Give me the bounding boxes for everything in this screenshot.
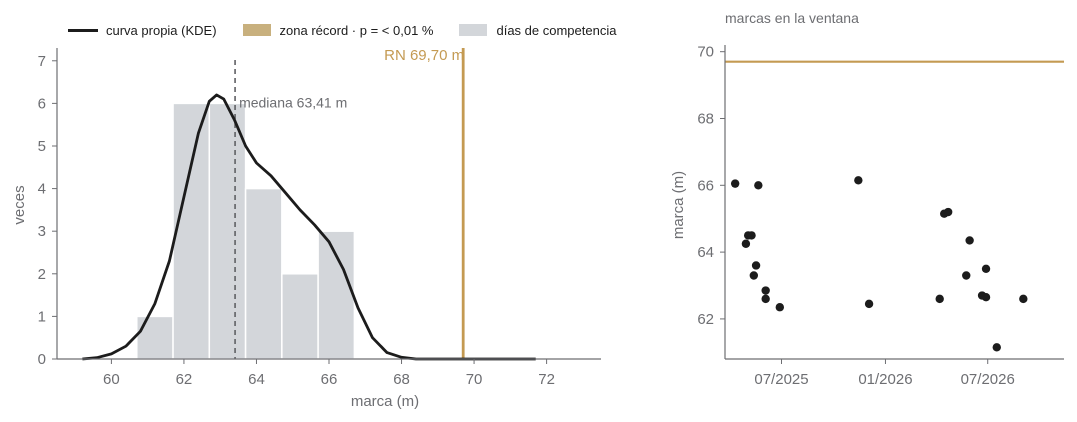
scatter-point-7 [761,286,770,295]
left-y-tick-label-5: 5 [38,138,46,155]
scatter-point-1 [741,239,751,248]
left-y-tick-label-3: 3 [38,223,46,240]
scatter-point-11 [864,299,874,309]
scatter-point-8 [761,294,770,304]
legend-swatch-record-zone [242,24,271,36]
scatter-title: marcas en la ventana [725,10,859,26]
right-y-tick-label-70: 70 [697,44,714,61]
right-y-tick-label-62: 62 [697,311,714,328]
scatter-point-18 [981,264,991,274]
left-x-tick-label-62: 62 [176,371,193,388]
scatter-point-12 [935,294,944,304]
right-x-tick-label-1: 01/2026 [858,371,912,388]
histogram-bar-0 [136,315,174,360]
left-x-tick-label-66: 66 [321,371,338,388]
left-y-tick-label-7: 7 [38,53,46,70]
legend-swatch-days [459,24,488,36]
legend-label-record-zone: zona récord · p = < 0,01 % [279,22,434,38]
right-x-tick-label-0: 07/2025 [754,371,808,388]
legend-swatch-kde [68,28,98,32]
left-y-tick-label-0: 0 [38,351,46,368]
record-annotation: RN 69,70 m [384,47,464,64]
scatter-point-14 [943,207,953,217]
histogram-bar-2 [208,102,247,360]
histogram-bar-4 [281,273,319,360]
scatter-point-16 [965,236,974,245]
kde-curve [82,93,536,361]
right-x-tick-label-2: 07/2026 [961,371,1015,388]
left-y-tick-label-1: 1 [38,308,46,325]
legend-item-days: días de competencia [459,23,616,38]
left-y-tick-label-4: 4 [38,181,46,198]
right-y-tick-label-66: 66 [697,177,714,194]
legend-label-days: días de competencia [496,22,617,38]
legend-label-kde: curva propia (KDE) [106,22,217,38]
right-y-axis-label: marca (m) [670,171,687,239]
histogram-bar-1 [172,102,211,360]
scatter-point-3 [747,231,756,240]
left-x-axis-label: marca (m) [351,393,419,410]
scatter-point-0 [730,179,740,188]
right-y-tick-label-68: 68 [697,110,714,127]
left-x-tick-label-68: 68 [393,371,410,388]
scatter-point-21 [1019,294,1028,304]
scatter-point-15 [962,271,971,280]
left-y-tick-label-6: 6 [38,95,46,112]
scatter-point-19 [981,293,991,302]
legend-item-record-zone: zona récord · p = < 0,01 % [242,22,434,38]
histogram-bar-5 [317,230,356,360]
scatter-point-4 [749,271,759,280]
scatter-point-5 [751,261,761,270]
left-x-tick-label-70: 70 [466,371,483,388]
left-y-axis-label: veces [11,185,28,224]
left-y-tick-label-2: 2 [38,266,46,283]
left-x-tick-label-60: 60 [103,371,120,388]
left-x-tick-label-64: 64 [248,371,265,388]
scatter-point-20 [992,343,1001,352]
legend-item-kde: curva propia (KDE) [68,23,217,38]
median-annotation: mediana 63,41 m [239,94,347,110]
scatter-point-6 [754,181,763,190]
scatter-point-10 [854,176,863,185]
chart-legend: curva propia (KDE) zona récord · p = < 0… [68,20,642,40]
histogram-bar-3 [244,187,283,360]
scatter-point-9 [775,303,785,312]
right-y-tick-label-64: 64 [697,244,714,261]
left-x-tick-label-72: 72 [538,371,555,388]
